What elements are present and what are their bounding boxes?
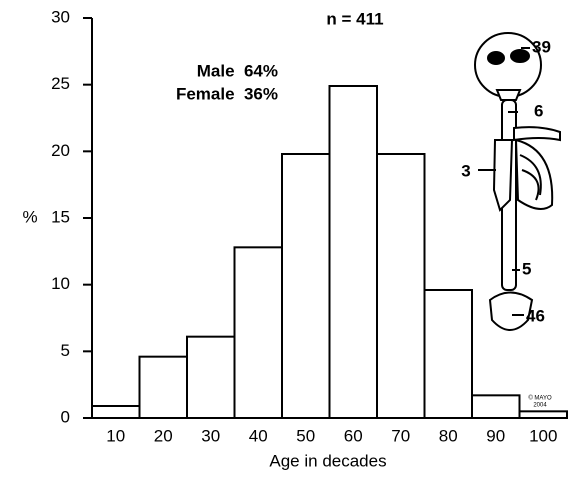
bar (233, 246, 283, 419)
y-tick-label: 5 (61, 341, 70, 360)
x-tick-label: 30 (201, 426, 220, 445)
skeleton-label: 3 (461, 161, 470, 180)
x-tick-label: 100 (529, 426, 557, 445)
y-tick-label: 20 (51, 141, 70, 160)
x-tick-label: 90 (486, 426, 505, 445)
x-tick-label: 10 (106, 426, 125, 445)
bar (328, 85, 378, 419)
bar (138, 355, 188, 419)
y-tick-label: 15 (51, 207, 70, 226)
y-tick-label: 10 (51, 274, 70, 293)
annotation: Female 36% (176, 84, 278, 103)
y-tick-label: 25 (51, 74, 70, 93)
skeleton-label: 5 (522, 259, 531, 278)
annotation: Male 64% (197, 61, 278, 80)
bar (471, 394, 521, 420)
skeleton-label: 6 (534, 101, 543, 120)
x-tick-label: 50 (296, 426, 315, 445)
x-tick-label: 60 (344, 426, 363, 445)
bar (376, 153, 426, 419)
bar (423, 289, 473, 419)
skeleton-label: 46 (526, 306, 545, 325)
y-tick-label: 30 (51, 7, 70, 26)
x-tick-label: 80 (439, 426, 458, 445)
y-tick-label: 0 (61, 407, 70, 426)
skeleton (474, 32, 561, 331)
skeleton-label: 39 (532, 37, 551, 56)
x-tick-label: 40 (249, 426, 268, 445)
y-axis-label: % (22, 207, 37, 226)
x-axis-label: Age in decades (269, 451, 386, 470)
annotation: n = 411 (326, 9, 383, 28)
x-tick-label: 20 (154, 426, 173, 445)
bar (186, 335, 236, 419)
bar (91, 405, 141, 419)
bar (281, 153, 331, 419)
x-tick-label: 70 (391, 426, 410, 445)
copyright: © MAYO (528, 395, 552, 402)
copyright: 2004 (533, 403, 547, 409)
